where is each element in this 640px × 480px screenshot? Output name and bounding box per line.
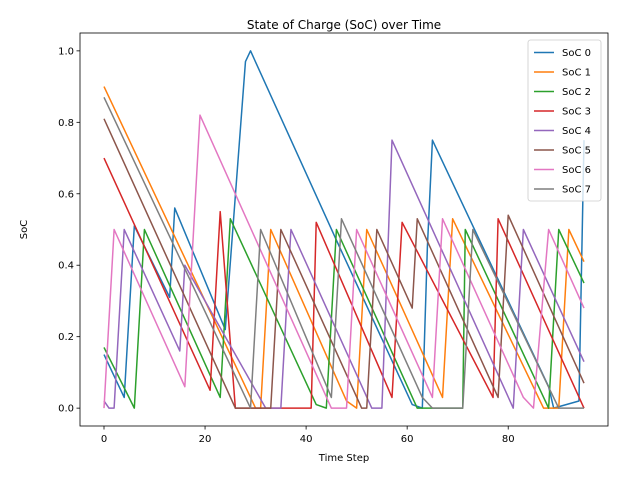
legend: SoC 0 SoC 1 SoC 2 SoC 3 SoC 4 SoC 5 SoC 6 SoC 7 [527, 39, 602, 202]
y-tick-label: 0.8 [58, 118, 74, 129]
x-tick-label: 80 [502, 434, 515, 445]
axes-frame [79, 32, 609, 427]
series-line-soc-7 [103, 96, 584, 409]
x-tick-label: 40 [300, 434, 313, 445]
legend-label: SoC 6 [562, 165, 591, 176]
legend-label: SoC 2 [562, 87, 591, 98]
series-line-soc-5 [103, 118, 585, 409]
legend-label: SoC 7 [562, 185, 591, 196]
legend-label: SoC 3 [562, 107, 591, 118]
series-group [103, 50, 585, 409]
legend-label: SoC 1 [562, 68, 591, 79]
legend-label: SoC 4 [562, 126, 591, 137]
y-axis-ticks: 0.0 0.2 0.4 0.6 0.8 1.0 [58, 46, 80, 415]
x-axis-label: Time Step [318, 453, 369, 464]
x-tick-label: 0 [101, 434, 107, 445]
series-line-soc-2 [103, 218, 585, 409]
legend-label: SoC 0 [562, 48, 591, 59]
y-tick-label: 0.0 [58, 404, 74, 415]
x-axis-ticks: 0 20 40 60 80 [101, 426, 515, 445]
y-tick-label: 0.6 [58, 189, 74, 200]
y-tick-label: 0.4 [58, 261, 74, 272]
series-line-soc-3 [103, 157, 585, 409]
legend-box [527, 39, 602, 202]
series-line-soc-6 [103, 114, 585, 409]
y-tick-label: 1.0 [58, 46, 74, 57]
series-line-soc-4 [103, 139, 585, 409]
y-axis-label: SoC [19, 220, 30, 239]
x-tick-label: 60 [401, 434, 414, 445]
x-tick-label: 20 [199, 434, 212, 445]
chart-title: State of Charge (SoC) over Time [247, 18, 441, 32]
plot-area [79, 32, 609, 427]
legend-label: SoC 5 [562, 146, 591, 157]
y-tick-label: 0.2 [58, 332, 74, 343]
